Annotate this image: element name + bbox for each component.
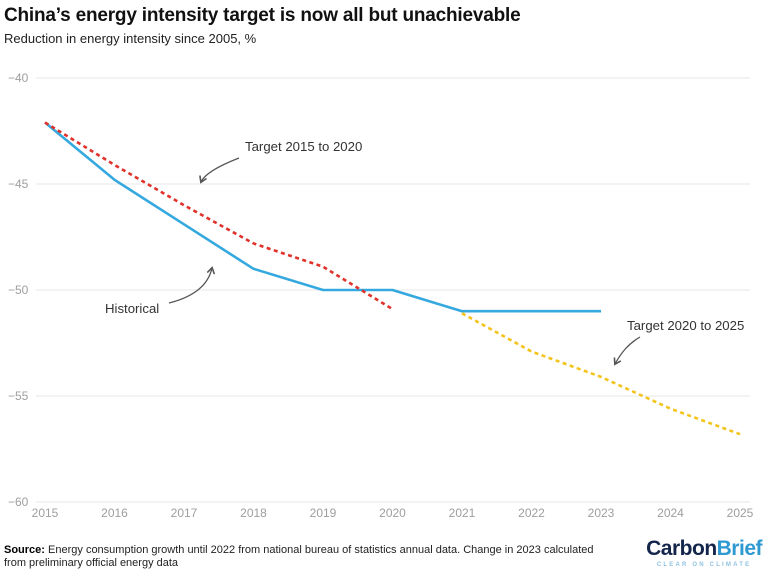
source-note: Source: Energy consumption growth until … — [4, 544, 594, 570]
x-tick-label: 2018 — [240, 506, 267, 520]
x-tick-label: 2019 — [310, 506, 337, 520]
x-tick-label: 2016 — [101, 506, 128, 520]
y-tick-label: −50 — [8, 283, 29, 297]
series-target-2015-2020 — [44, 121, 394, 311]
x-tick-label: 2025 — [727, 506, 754, 520]
series-target-2020-2025 — [461, 312, 741, 436]
x-tick-label: 2022 — [518, 506, 545, 520]
x-tick-label: 2020 — [379, 506, 406, 520]
y-tick-label: −60 — [8, 495, 29, 509]
label-historical-arrow — [168, 266, 216, 304]
source-label: Source: — [4, 544, 45, 556]
y-tick-label: −45 — [8, 177, 29, 191]
source-text-line1: Energy consumption growth until 2022 fro… — [48, 544, 594, 556]
logo-carbon: Carbon — [646, 537, 717, 560]
annotations: Target 2015 to 2020 Historical Target 2020… — [105, 139, 744, 366]
logo-wordmark: CarbonBrief — [646, 538, 762, 559]
label-target-2015-2020-arrow — [199, 157, 240, 184]
x-tick-label: 2023 — [588, 506, 615, 520]
label-historical: Historical — [105, 301, 159, 316]
label-target-2015-2020: Target 2015 to 2020 — [245, 139, 362, 154]
x-tick-label: 2017 — [171, 506, 198, 520]
x-tick-label: 2021 — [449, 506, 476, 520]
chart-footer: Source: Energy consumption growth until … — [4, 538, 763, 570]
logo-brief: Brief — [716, 537, 763, 560]
page-subtitle: Reduction in energy intensity since 2005… — [4, 31, 257, 46]
x-tick-label: 2015 — [32, 506, 59, 520]
data-series — [44, 121, 741, 436]
source-text-line2: from preliminary official energy data — [4, 557, 179, 569]
carbonbrief-logo: CarbonBrief CLEAR ON CLIMATE — [646, 538, 762, 570]
y-tick-label: −55 — [8, 389, 29, 403]
page-title: China’s energy intensity target is now a… — [4, 5, 521, 26]
logo-tagline: CLEAR ON CLIMATE — [656, 562, 752, 568]
label-target-2020-2025: Target 2020 to 2025 — [627, 318, 744, 333]
x-tick-label: 2024 — [657, 506, 684, 520]
y-tick-label: −40 — [8, 71, 29, 85]
label-target-2020-2025-arrow — [613, 336, 641, 366]
series-historical — [44, 121, 601, 313]
chart-header: China’s energy intensity target is now a… — [4, 4, 764, 47]
